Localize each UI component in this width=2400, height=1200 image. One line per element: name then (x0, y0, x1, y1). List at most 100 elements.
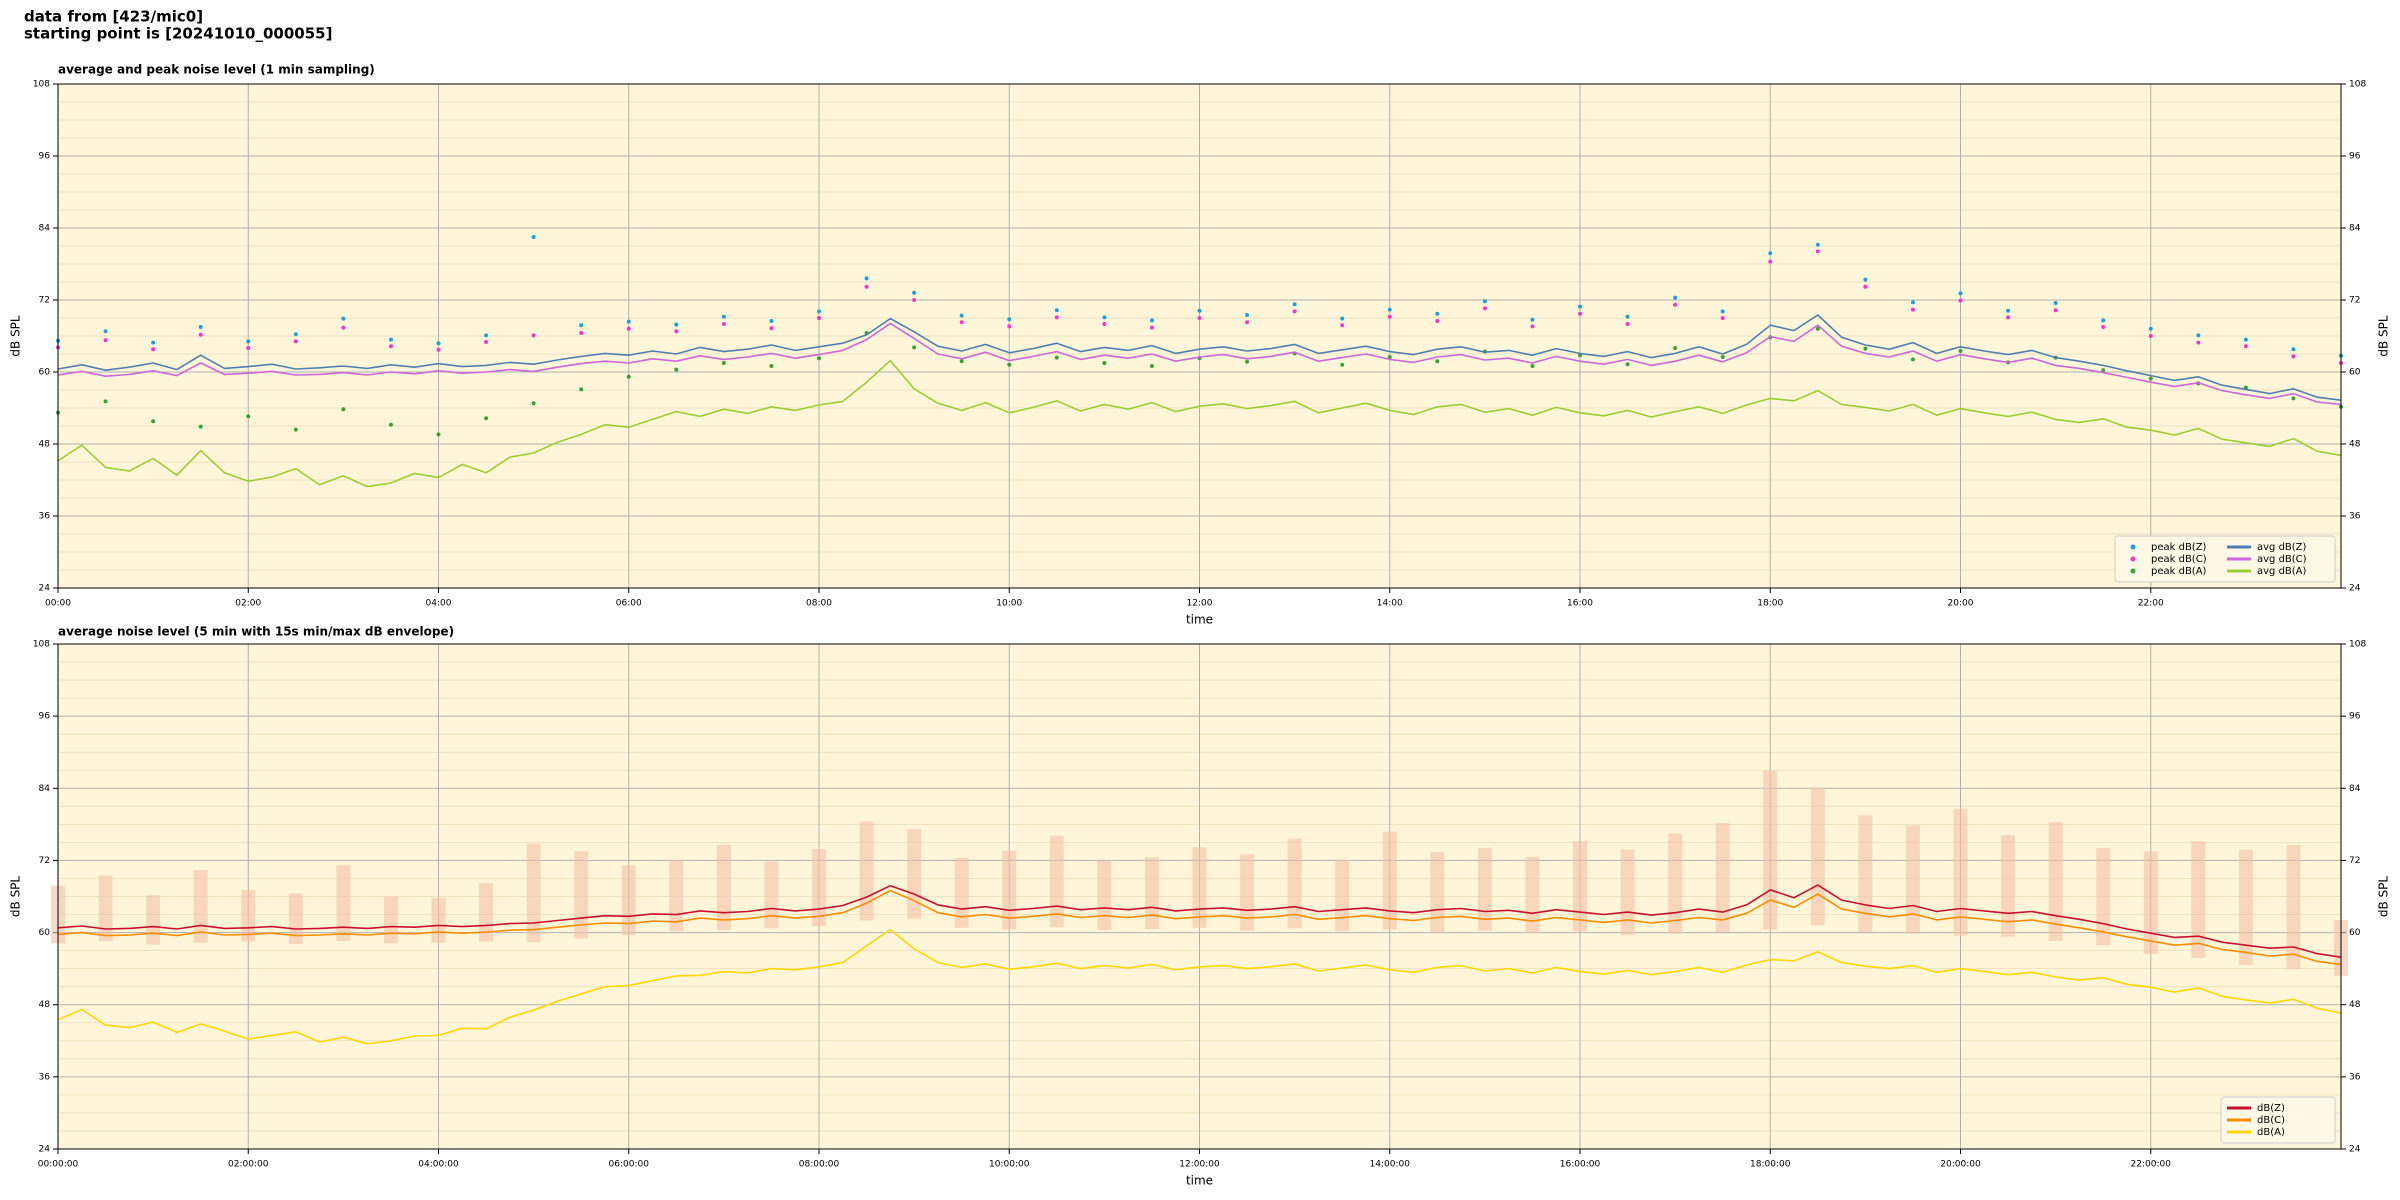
series-line (57, 884, 2342, 958)
peak-dot (2053, 308, 2058, 313)
y-tick-label-right: 72 (2349, 856, 2360, 866)
x-tick-label: 10:00 (996, 599, 1022, 609)
x-tick-label: 06:00 (616, 599, 642, 609)
peak-dot (1863, 346, 1868, 351)
peak-dot (531, 333, 536, 338)
peak-dot (484, 340, 489, 344)
y-tick-label: 24 (39, 1145, 51, 1155)
x-tick-label: 00:00 (45, 599, 71, 609)
legend-label: peak dB(A) (2151, 566, 2207, 577)
peak-dot (1578, 304, 1582, 309)
peak-dot (1245, 359, 1250, 364)
peak-dot (1102, 322, 1107, 326)
peak-dot (864, 284, 869, 289)
y-axis-label-right: dB SPL (2377, 876, 2391, 918)
peak-dot (198, 325, 203, 329)
peak-dot (1007, 324, 1012, 329)
x-tick-label: 20:00:00 (1940, 1160, 1981, 1170)
peak-dot (1768, 259, 1773, 264)
peak-dot (817, 309, 821, 314)
x-axis-label: time (1186, 1174, 1213, 1188)
peak-dot (1149, 364, 1154, 368)
peak-dot (1197, 316, 1202, 320)
legend-label: peak dB(Z) (2151, 542, 2207, 553)
peak-dot (2053, 301, 2058, 305)
y-tick-label-right: 48 (2349, 1000, 2361, 1010)
peak-dot (436, 341, 441, 346)
peak-dot (817, 356, 821, 361)
peak-dot (151, 347, 156, 352)
x-tick-label: 02:00:00 (228, 1160, 269, 1170)
peak-dot (246, 339, 251, 344)
peak-dot (959, 320, 964, 325)
peak-dot (1054, 315, 1059, 320)
y-tick-label: 48 (39, 440, 51, 450)
x-tick-label: 14:00:00 (1370, 1160, 1411, 1170)
peak-dot (769, 319, 774, 323)
peak-dot (341, 316, 346, 321)
peak-dot (2148, 334, 2153, 338)
peak-dot (1387, 307, 1392, 312)
peak-dot (1054, 355, 1059, 360)
peak-dot (151, 419, 156, 424)
legend-label: avg dB(C) (2257, 554, 2307, 565)
peak-dot (1007, 317, 1012, 322)
peak-dot (2196, 340, 2201, 345)
peak-dot (388, 337, 393, 342)
peak-dot (674, 322, 679, 327)
peak-dot (1435, 359, 1440, 364)
peak-dot (1340, 316, 1345, 321)
legend-label: avg dB(A) (2257, 566, 2307, 577)
peak-dot (531, 235, 536, 239)
peak-dot (103, 338, 108, 343)
peak-dot (1435, 319, 1440, 323)
plot-frame (57, 643, 2342, 1150)
peak-dot (1673, 302, 1678, 307)
y-tick-label-right: 24 (2349, 584, 2361, 594)
x-axis-label: time (1186, 613, 1213, 627)
peak-dot (1530, 317, 1535, 322)
peak-dot (1815, 249, 1820, 254)
y-tick-label: 108 (33, 80, 50, 90)
x-tick-label: 06:00:00 (609, 1160, 650, 1170)
series-line (57, 889, 2342, 966)
peak-dot (341, 407, 346, 412)
peak-dot (721, 314, 726, 319)
peak-dot (1673, 295, 1678, 300)
y-tick-label-right: 96 (2349, 152, 2361, 162)
peak-dot (1910, 307, 1915, 312)
y-tick-label: 72 (39, 856, 50, 866)
peak-dot (1625, 314, 1630, 319)
peak-dot (2006, 308, 2011, 313)
y-tick-label: 84 (39, 784, 51, 794)
peak-dot (2291, 396, 2296, 401)
series-line (57, 359, 2342, 488)
peak-dot (721, 322, 726, 326)
peak-dot (2148, 376, 2153, 381)
peak-dot (1197, 308, 1202, 313)
peak-dot (721, 361, 726, 365)
peak-dot (198, 332, 203, 337)
peak-dot (103, 399, 108, 404)
peak-dot (1054, 308, 1059, 313)
peak-dot (484, 333, 489, 338)
y-tick-label-right: 108 (2349, 80, 2366, 90)
x-tick-label: 20:00 (1948, 599, 1974, 609)
y-tick-label: 96 (39, 152, 51, 162)
peak-dot (293, 332, 298, 337)
peak-dot (2196, 333, 2201, 338)
legend-marker (2130, 556, 2136, 562)
peak-dot (246, 346, 251, 350)
peak-dot (246, 414, 251, 419)
y-tick-label-right: 36 (2349, 1072, 2361, 1082)
peak-dot (2291, 354, 2296, 359)
peak-dot (769, 326, 774, 331)
x-tick-label: 16:00:00 (1560, 1160, 1601, 1170)
x-tick-label: 12:00 (1187, 599, 1213, 609)
peak-dot (912, 345, 917, 350)
peak-dot (2101, 325, 2106, 329)
y-tick-label: 84 (39, 224, 51, 234)
x-tick-label: 22:00 (2138, 599, 2164, 609)
peak-dot (959, 313, 964, 318)
peak-dot (531, 401, 536, 406)
